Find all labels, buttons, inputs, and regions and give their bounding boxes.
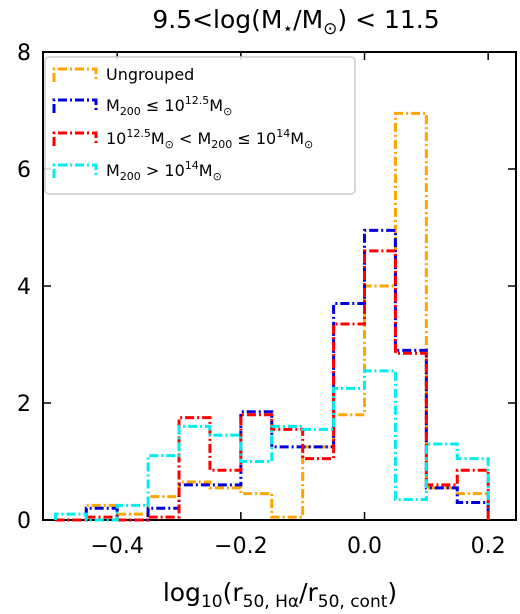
x-tick-label: −0.4 — [90, 534, 143, 559]
y-tick-label: 4 — [17, 275, 31, 300]
series-3-histogram — [53, 369, 490, 522]
legend-handle-2 — [52, 131, 98, 146]
legend-handle-3 — [52, 163, 98, 178]
x-tick-label: 0.0 — [347, 534, 382, 559]
legend-box — [44, 56, 356, 195]
legend-label-m200-low: M200 ≤ 1012.5M⊙ — [106, 94, 232, 118]
legend-handle-0 — [52, 67, 98, 82]
x-tick-label: 0.2 — [471, 534, 506, 559]
legend-handle-1 — [52, 98, 98, 113]
x-axis-label: log10(r50, Hα/r50, cont) — [163, 578, 397, 612]
series-2-histogram — [55, 249, 490, 522]
y-tick-label: 2 — [17, 392, 31, 417]
legend: Ungrouped M200 ≤ 1012.5M⊙ 1012.5M⊙ < M20… — [44, 56, 356, 195]
legend-label-m200-mid: 1012.5M⊙ < M200 ≤ 1014M⊙ — [106, 127, 313, 151]
histogram-series — [53, 111, 490, 522]
legend-label-m200-high: M200 > 1014M⊙ — [106, 159, 222, 183]
y-tick-label: 8 — [17, 41, 31, 66]
x-tick-label: −0.2 — [214, 534, 267, 559]
y-tick-label: 0 — [17, 509, 31, 534]
chart-title: 9.5<log(M⋆/M⊙) < 11.5 — [152, 5, 439, 39]
legend-label-ungrouped: Ungrouped — [106, 65, 194, 84]
series-1-histogram — [55, 228, 490, 522]
legend-handles — [52, 67, 98, 178]
axis-ticks: −0.4 −0.2 0.0 0.2 0 2 4 6 8 — [17, 41, 516, 559]
y-tick-label: 6 — [17, 158, 31, 183]
series-0-histogram — [55, 111, 490, 522]
